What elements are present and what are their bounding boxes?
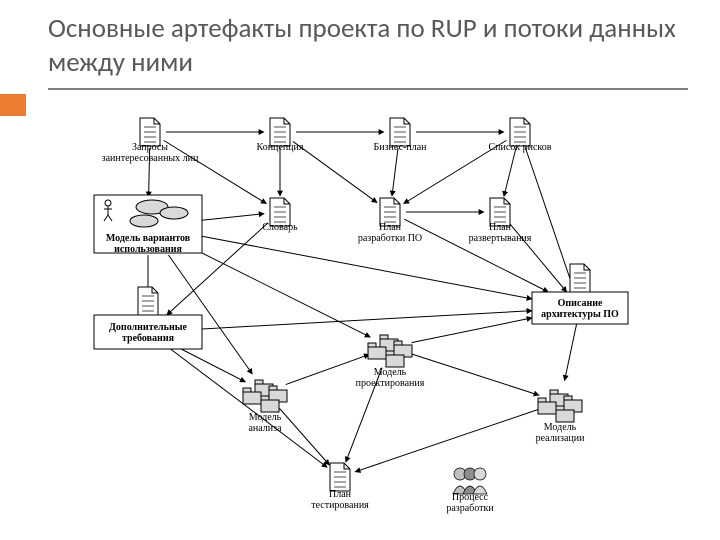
svg-text:План: План <box>329 489 352 500</box>
svg-text:Процесс: Процесс <box>452 492 489 503</box>
svg-text:Описание: Описание <box>558 298 603 309</box>
svg-text:тестирования: тестирования <box>311 500 369 511</box>
svg-text:План: План <box>489 222 512 233</box>
svg-text:План: План <box>379 222 402 233</box>
svg-text:Модель вариантов: Модель вариантов <box>106 233 191 244</box>
svg-text:архитектуры ПО: архитектуры ПО <box>541 309 619 320</box>
svg-text:использования: использования <box>114 244 182 255</box>
svg-text:заинтересованных лиц: заинтересованных лиц <box>102 153 199 164</box>
svg-text:Концепция: Концепция <box>257 142 304 153</box>
svg-text:Список рисков: Список рисков <box>488 142 551 153</box>
svg-text:Модель: Модель <box>374 367 407 378</box>
svg-text:Словарь: Словарь <box>262 222 298 233</box>
svg-text:Модель: Модель <box>249 412 282 423</box>
svg-text:Дополнительные: Дополнительные <box>109 322 187 333</box>
rup-diagram: Запросызаинтересованных лиц Концепция Бизн… <box>70 102 670 532</box>
svg-text:разработки ПО: разработки ПО <box>358 233 422 244</box>
svg-text:проектирования: проектирования <box>356 378 425 389</box>
svg-text:требования: требования <box>122 333 175 344</box>
svg-text:Запросы: Запросы <box>132 142 168 153</box>
svg-text:анализа: анализа <box>248 423 282 434</box>
svg-text:развертывания: развертывания <box>469 233 532 244</box>
svg-text:реализации: реализации <box>536 433 586 444</box>
svg-text:Бизнес-план: Бизнес-план <box>374 142 428 153</box>
slide-title: Основные артефакты проекта по RUP и пото… <box>48 12 688 80</box>
title-underline <box>48 88 688 90</box>
svg-text:разработки: разработки <box>446 503 494 514</box>
accent-block <box>0 94 26 116</box>
svg-text:Модель: Модель <box>544 422 577 433</box>
